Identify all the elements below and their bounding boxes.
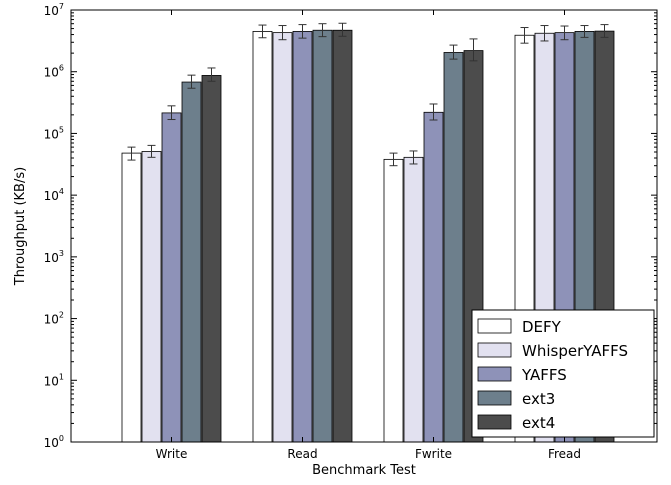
x-axis-ticks: Write Read Fwrite Fread: [156, 10, 581, 461]
legend-label-yaffs: YAFFS: [521, 366, 567, 384]
legend-swatch-ext4: [477, 414, 512, 430]
y-tick-label: 103: [44, 249, 64, 265]
legend-swatch-defy: [477, 318, 512, 334]
bar-yaffs-write: [161, 112, 182, 443]
y-tick-label: 100: [44, 434, 64, 450]
legend-label-ext4: ext4: [522, 414, 555, 432]
y-tick-label: 102: [44, 311, 64, 327]
bar-ext3-read: [312, 29, 333, 443]
legend-swatch-whisperyaffs: [477, 342, 512, 358]
x-tick-label-write: Write: [156, 447, 188, 461]
x-axis-label: Benchmark Test: [312, 463, 416, 478]
x-tick-label-fwrite: Fwrite: [415, 447, 452, 461]
legend-swatch-yaffs: [477, 366, 512, 382]
bar-defy-fwrite: [383, 158, 404, 443]
legend-label-defy: DEFY: [522, 318, 562, 336]
y-tick-label: 107: [44, 2, 64, 18]
x-tick-label-fread: Fread: [548, 447, 581, 461]
bar-whisperyaffs-write: [141, 151, 162, 443]
bar-ext3-write: [181, 81, 202, 443]
bars-layer: [121, 29, 615, 443]
y-axis-ticks: 100 101 102 103 104 105 106 107: [44, 2, 657, 450]
bar-yaffs-read: [292, 31, 313, 443]
error-bars-layer: [127, 22, 609, 167]
plot-frame: [70, 9, 658, 443]
x-tick-label-read: Read: [287, 447, 317, 461]
legend-swatch-ext3: [477, 390, 512, 406]
bar-ext4-write: [201, 75, 222, 443]
y-tick-label: 104: [44, 187, 64, 203]
y-tick-label: 106: [44, 64, 64, 80]
legend: DEFY WhisperYAFFS YAFFS ext3 ext4: [471, 309, 655, 438]
y-axis-label: Throughput (KB/s): [13, 167, 28, 286]
bar-defy-read: [252, 31, 273, 443]
bar-whisperyaffs-read: [272, 32, 293, 443]
bar-whisperyaffs-fwrite: [403, 156, 424, 443]
y-tick-label: 105: [44, 125, 64, 141]
legend-label-whisperyaffs: WhisperYAFFS: [522, 342, 628, 360]
bar-yaffs-fwrite: [423, 111, 444, 443]
legend-label-ext3: ext3: [522, 390, 555, 408]
bar-ext3-fwrite: [443, 52, 464, 443]
bar-ext4-read: [332, 29, 353, 443]
y-tick-label: 101: [44, 372, 64, 388]
bar-defy-write: [121, 152, 142, 443]
